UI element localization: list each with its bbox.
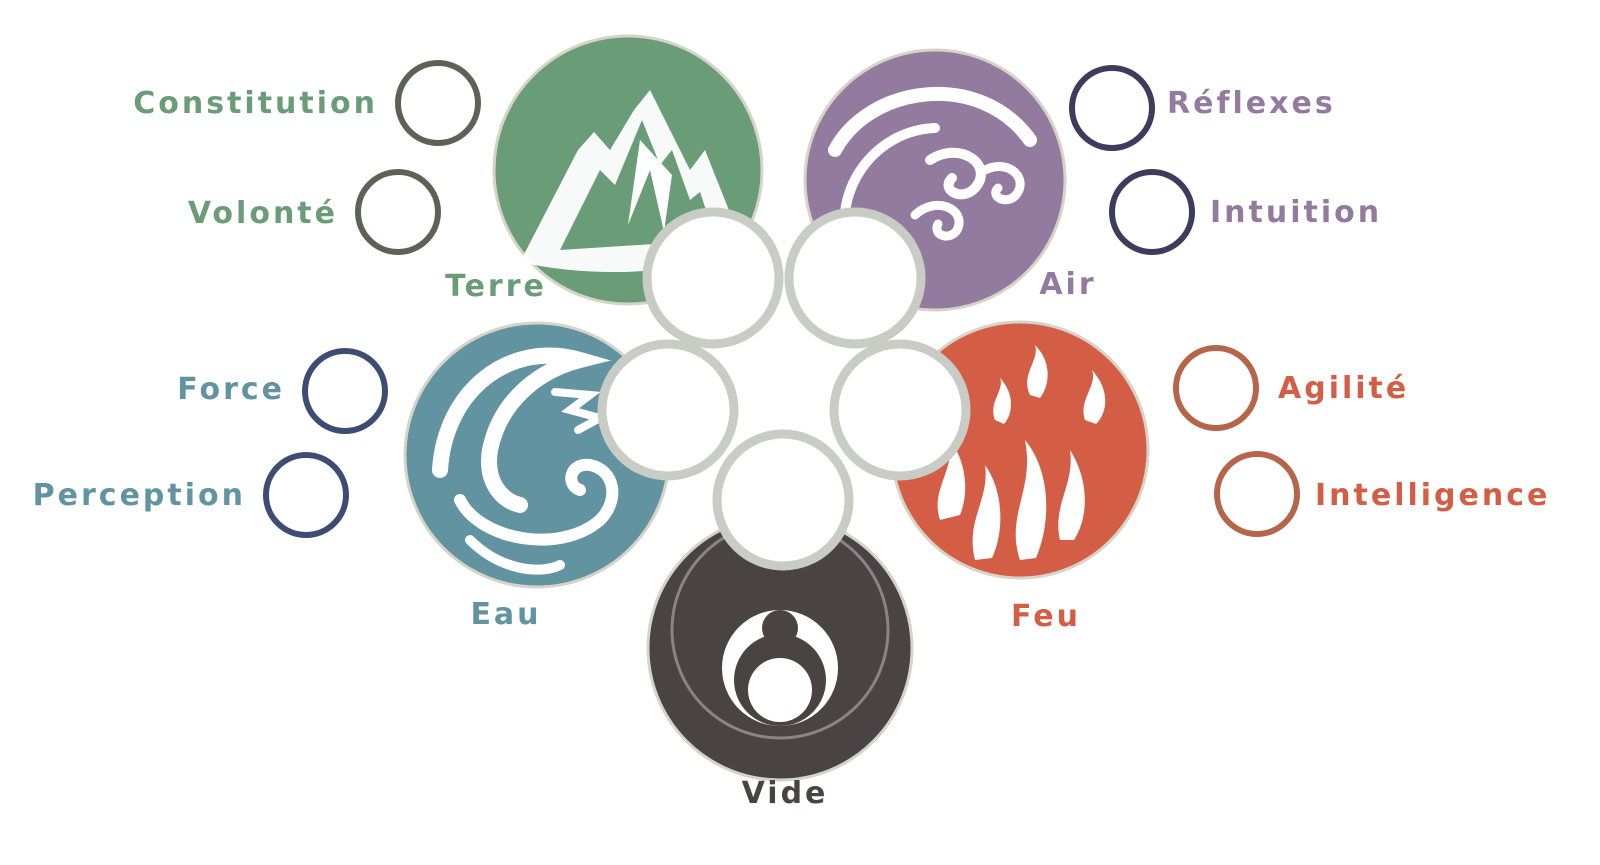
perception-ring[interactable]	[263, 452, 349, 538]
air-label: Air	[1039, 267, 1096, 302]
perception-label: Perception	[33, 478, 246, 513]
reflexes-ring[interactable]	[1069, 65, 1155, 151]
volonte-ring[interactable]	[355, 169, 441, 255]
terre-value-ring[interactable]	[642, 207, 784, 349]
feu-value-ring[interactable]	[829, 339, 971, 481]
value-rings	[597, 207, 971, 571]
force-label: Force	[177, 372, 285, 407]
eau-value-ring[interactable]	[597, 339, 739, 481]
trait-rings	[263, 60, 1300, 538]
intelligence-ring[interactable]	[1214, 451, 1300, 537]
eau-label: Eau	[470, 597, 541, 632]
vide-element	[646, 514, 914, 782]
wave-icon	[432, 347, 619, 575]
vide-value-ring[interactable]	[712, 429, 854, 571]
agilite-ring[interactable]	[1173, 345, 1259, 431]
vide-label: Vide	[742, 776, 829, 811]
flame-icon	[937, 345, 1106, 560]
volonte-label: Volonté	[188, 196, 338, 231]
void-symbol-icon	[670, 520, 890, 740]
agilite-label: Agilité	[1278, 371, 1409, 406]
terre-label: Terre	[445, 269, 547, 304]
intuition-ring[interactable]	[1109, 169, 1195, 255]
constitution-ring[interactable]	[395, 60, 481, 146]
reflexes-label: Réflexes	[1167, 86, 1336, 121]
feu-label: Feu	[1011, 599, 1081, 634]
air-value-ring[interactable]	[784, 207, 926, 349]
intuition-label: Intuition	[1210, 195, 1382, 230]
force-ring[interactable]	[302, 348, 388, 434]
intelligence-label: Intelligence	[1315, 478, 1550, 513]
constitution-label: Constitution	[133, 86, 378, 121]
